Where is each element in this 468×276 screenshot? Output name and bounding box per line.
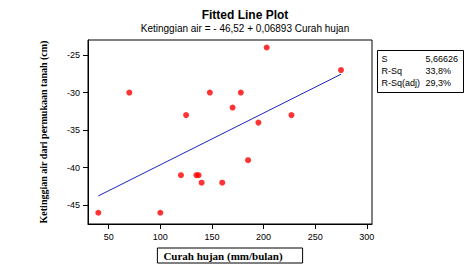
svg-text:S: S <box>382 54 388 64</box>
svg-text:Curah hujan (mm/bulan): Curah hujan (mm/bulan) <box>163 250 283 263</box>
svg-text:-35: -35 <box>67 125 80 135</box>
svg-text:250: 250 <box>308 232 323 242</box>
svg-text:100: 100 <box>153 232 168 242</box>
svg-text:300: 300 <box>359 232 374 242</box>
svg-text:200: 200 <box>256 232 271 242</box>
svg-text:-30: -30 <box>67 88 80 98</box>
svg-text:R-Sq(adj): R-Sq(adj) <box>382 78 421 88</box>
svg-text:150: 150 <box>204 232 219 242</box>
svg-text:Ketinggian air = - 46,52 + 0,0: Ketinggian air = - 46,52 + 0,06893 Curah… <box>141 23 350 34</box>
svg-text:-40: -40 <box>67 163 80 173</box>
svg-text:5,66626: 5,66626 <box>426 54 459 64</box>
svg-text:-25: -25 <box>67 50 80 60</box>
svg-text:29,3%: 29,3% <box>426 78 452 88</box>
svg-text:Ketinggian air dari permukaan: Ketinggian air dari permukaan tanah (cm) <box>38 41 50 224</box>
svg-text:R-Sq: R-Sq <box>382 66 403 76</box>
svg-text:50: 50 <box>104 232 114 242</box>
svg-text:33,8%: 33,8% <box>426 66 452 76</box>
svg-text:-45: -45 <box>67 200 80 210</box>
svg-text:Fitted Line Plot: Fitted Line Plot <box>202 8 289 22</box>
